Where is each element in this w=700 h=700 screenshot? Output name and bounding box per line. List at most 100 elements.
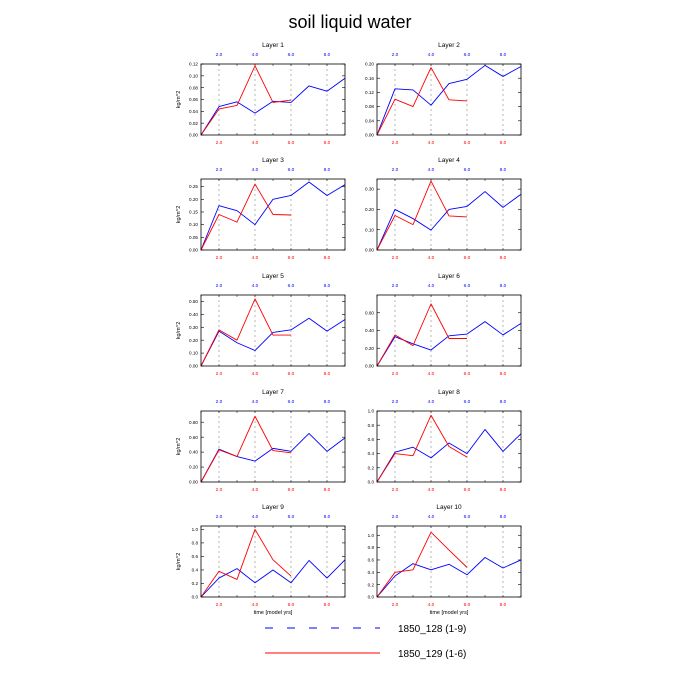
top-tick-label: 6.0 — [464, 52, 471, 58]
bottom-tick-label: 4.0 — [252, 371, 259, 377]
top-tick-label: 8.0 — [500, 514, 507, 520]
y-tick-label: 0.60 — [189, 435, 198, 440]
top-tick-label: 8.0 — [500, 52, 507, 58]
series-line-1850-128 — [376, 429, 522, 483]
chart-panel-layer-2: Layer 2 0.00 0.04 0.08 0.12 0.16 0.20 2.0 4.0 6.0… — [365, 42, 522, 146]
top-tick-label: 8.0 — [324, 514, 331, 520]
plot-frame — [200, 410, 346, 483]
plot-frame — [200, 178, 346, 251]
panel-title: Layer 8 — [438, 389, 460, 396]
panel-title: Layer 7 — [262, 389, 284, 396]
y-tick-label: 0.0 — [368, 595, 375, 600]
plot-frame — [376, 525, 522, 598]
y-tick-label: 0.6 — [368, 558, 375, 563]
bottom-tick-label: 8.0 — [500, 255, 507, 261]
series-line-1850-129 — [376, 531, 468, 598]
top-tick-label: 8.0 — [324, 399, 331, 405]
y-tick-label: 0.80 — [189, 420, 198, 425]
y-tick-label: 1.0 — [192, 527, 199, 532]
panel-title: Layer 2 — [438, 42, 460, 49]
bottom-tick-label: 4.0 — [428, 255, 435, 261]
top-tick-label: 2.0 — [392, 52, 399, 58]
y-tick-label: 0.20 — [189, 338, 198, 343]
top-tick-label: 4.0 — [428, 52, 435, 58]
legend: 1850_128 (1-9) 1850_129 (1-6) — [265, 624, 466, 660]
bottom-tick-label: 4.0 — [428, 140, 435, 146]
bottom-tick-label: 2.0 — [216, 371, 223, 377]
y-tick-label: 0.8 — [368, 545, 375, 550]
y-tick-label: 0.6 — [368, 437, 375, 442]
y-tick-label: 0.6 — [192, 554, 199, 559]
bottom-tick-label: 6.0 — [464, 140, 471, 146]
x-axis-label: time [model yrs] — [430, 610, 469, 616]
bottom-tick-label: 4.0 — [428, 602, 435, 608]
bottom-tick-label: 6.0 — [288, 487, 295, 493]
bottom-tick-label: 2.0 — [392, 140, 399, 146]
plot-frame — [376, 294, 522, 367]
bottom-tick-label: 4.0 — [252, 602, 259, 608]
y-tick-label: 0.20 — [189, 197, 198, 202]
y-tick-label: 0.25 — [189, 184, 198, 189]
y-axis-label: kg/m^2 — [176, 553, 182, 571]
top-tick-label: 4.0 — [428, 514, 435, 520]
top-tick-label: 8.0 — [324, 52, 331, 58]
y-tick-label: 0.4 — [368, 451, 375, 456]
y-tick-label: 0.10 — [189, 73, 198, 78]
series-line-1850-128 — [200, 317, 346, 367]
series-line-1850-129 — [200, 298, 291, 367]
series-line-1850-128 — [376, 321, 522, 367]
series-line-1850-129 — [200, 65, 292, 136]
bottom-tick-label: 6.0 — [464, 255, 471, 261]
y-tick-label: 0.40 — [365, 328, 374, 333]
bottom-tick-label: 6.0 — [464, 371, 471, 377]
bottom-tick-label: 8.0 — [500, 487, 507, 493]
y-tick-label: 0.15 — [189, 210, 198, 215]
series-line-1850-129 — [376, 180, 468, 251]
top-tick-label: 8.0 — [324, 167, 331, 173]
y-tick-label: 0.00 — [365, 133, 374, 138]
top-tick-label: 6.0 — [288, 399, 295, 405]
y-tick-label: 0.10 — [365, 227, 374, 232]
bottom-tick-label: 4.0 — [252, 140, 259, 146]
chart-panel-layer-9: Layer 9 0.0 0.2 0.4 0.6 0.8 1.0 2.0 4.0 6.0 8.0 2.0… — [176, 504, 346, 616]
top-tick-label: 2.0 — [216, 167, 223, 173]
bottom-tick-label: 8.0 — [324, 255, 331, 261]
y-tick-label: 0.08 — [365, 104, 374, 109]
y-axis-label: kg/m^2 — [176, 91, 182, 109]
y-tick-label: 0.2 — [368, 582, 375, 587]
y-tick-label: 0.30 — [365, 187, 374, 192]
panel-title: Layer 1 — [262, 42, 284, 49]
y-tick-label: 1.0 — [368, 409, 375, 414]
bottom-tick-label: 6.0 — [464, 602, 471, 608]
top-tick-label: 2.0 — [392, 399, 399, 405]
top-tick-label: 2.0 — [392, 167, 399, 173]
series-line-1850-129 — [200, 415, 292, 483]
top-tick-label: 6.0 — [288, 167, 295, 173]
bottom-tick-label: 2.0 — [216, 140, 223, 146]
bottom-tick-label: 6.0 — [288, 602, 295, 608]
y-tick-label: 0.02 — [189, 121, 198, 126]
bottom-tick-label: 6.0 — [288, 140, 295, 146]
series-line-1850-128 — [200, 559, 346, 598]
panel-title: Layer 10 — [436, 504, 462, 511]
top-tick-label: 2.0 — [392, 283, 399, 289]
plot-frame — [376, 178, 522, 251]
y-tick-label: 0.40 — [189, 450, 198, 455]
chart-panel-layer-8: Layer 8 0.0 0.2 0.4 0.6 0.8 1.0 2.0 4.0 6.0 8.0 2.0… — [368, 389, 522, 493]
y-axis-label: kg/m^2 — [176, 206, 182, 224]
bottom-tick-label: 4.0 — [428, 371, 435, 377]
y-tick-label: 0.20 — [189, 465, 198, 470]
y-tick-label: 0.06 — [189, 97, 198, 102]
y-axis-label: kg/m^2 — [176, 322, 182, 340]
chart-panel-layer-6: Layer 6 0.00 0.20 0.40 0.60 2.0 4.0 6.0 8.0 2.0 4.… — [365, 273, 522, 377]
chart-panel-layer-1: Layer 1 0.00 0.02 0.04 0.06 0.08 0.10 0.12 2.0 4.… — [176, 42, 346, 146]
top-tick-label: 4.0 — [252, 399, 259, 405]
x-axis-label: time [model yrs] — [254, 610, 293, 616]
y-tick-label: 0.20 — [365, 207, 374, 212]
series-line-1850-128 — [376, 191, 522, 251]
y-tick-label: 0.20 — [365, 346, 374, 351]
top-tick-label: 2.0 — [216, 52, 223, 58]
plot-frame — [200, 525, 346, 598]
top-tick-label: 6.0 — [464, 514, 471, 520]
bottom-tick-label: 2.0 — [216, 255, 223, 261]
